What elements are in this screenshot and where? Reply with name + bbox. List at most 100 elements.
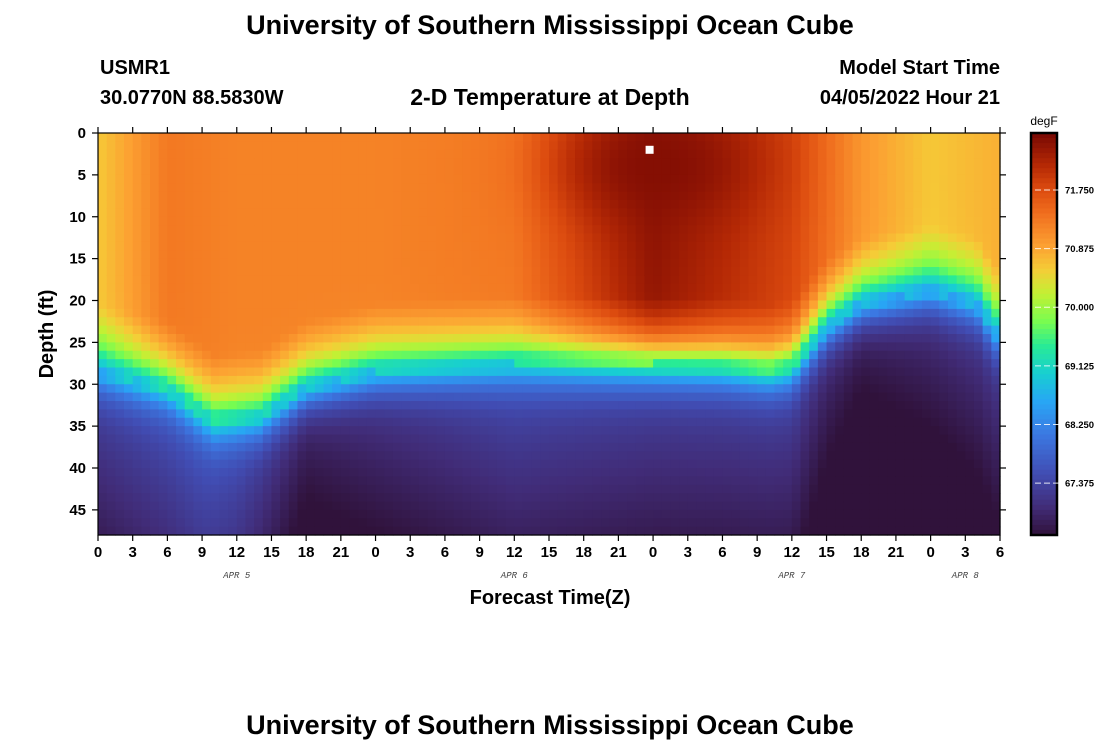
heatmap-cell — [956, 451, 966, 461]
heatmap-cell — [583, 325, 593, 335]
heatmap-cell — [427, 149, 437, 159]
heatmap-cell — [687, 325, 698, 335]
heatmap-cell — [930, 149, 940, 159]
heatmap-cell — [800, 451, 810, 461]
heatmap-cell — [323, 342, 333, 352]
heatmap-cell — [323, 493, 333, 503]
heatmap-cell — [236, 308, 247, 318]
heatmap-cell — [635, 241, 645, 251]
heatmap-cell — [861, 459, 871, 469]
heatmap-cell — [236, 149, 247, 159]
heatmap-cell — [132, 426, 142, 436]
heatmap-cell — [956, 417, 966, 427]
heatmap-cell — [765, 375, 776, 385]
heatmap-cell — [592, 158, 602, 168]
heatmap-cell — [713, 476, 724, 486]
heatmap-cell — [496, 417, 507, 427]
heatmap-cell — [878, 417, 888, 427]
heatmap-cell — [306, 258, 316, 268]
heatmap-cell — [731, 141, 741, 151]
heatmap-cell — [453, 250, 463, 260]
heatmap-cell — [366, 384, 377, 394]
heatmap-cell — [193, 417, 203, 427]
heatmap-cell — [722, 216, 732, 226]
heatmap-cell — [540, 166, 550, 176]
heatmap-cell — [653, 317, 663, 327]
heatmap-cell — [488, 392, 498, 402]
heatmap-cell — [280, 174, 290, 184]
heatmap-cell — [332, 367, 342, 377]
heatmap-cell — [488, 367, 498, 377]
heatmap-cell — [167, 166, 177, 176]
heatmap-cell — [115, 149, 125, 159]
heatmap-cell — [488, 476, 498, 486]
heatmap-cell — [141, 367, 151, 377]
heatmap-cell — [939, 392, 949, 402]
heatmap-cell — [254, 350, 264, 360]
heatmap-cell — [921, 484, 932, 494]
heatmap-cell — [184, 233, 194, 243]
heatmap-cell — [505, 267, 515, 276]
heatmap-cell — [271, 476, 281, 486]
heatmap-cell — [696, 208, 706, 218]
heatmap-cell — [627, 208, 637, 218]
heatmap-cell — [696, 325, 706, 335]
heatmap-cell — [340, 417, 351, 427]
heatmap-cell — [453, 233, 463, 243]
heatmap-cell — [193, 468, 203, 477]
heatmap-cell — [314, 417, 325, 427]
heatmap-cell — [973, 459, 984, 469]
heatmap-cell — [106, 133, 116, 142]
heatmap-cell — [653, 459, 663, 469]
heatmap-cell — [358, 158, 368, 168]
heatmap-cell — [505, 375, 515, 385]
heatmap-cell — [817, 426, 828, 436]
heatmap-cell — [644, 484, 654, 494]
heatmap-cell — [150, 250, 160, 260]
heatmap-cell — [349, 317, 359, 327]
heatmap-cell — [366, 509, 377, 519]
heatmap-cell — [98, 300, 108, 310]
heatmap-cell — [453, 526, 463, 536]
heatmap-cell — [661, 417, 672, 427]
heatmap-cell — [540, 334, 550, 343]
heatmap-cell — [722, 300, 732, 310]
heatmap-cell — [791, 375, 802, 385]
heatmap-cell — [575, 509, 585, 519]
heatmap-cell — [696, 149, 706, 159]
heatmap-cell — [731, 275, 741, 285]
heatmap-cell — [505, 133, 515, 142]
heatmap-cell — [496, 292, 507, 302]
heatmap-cell — [757, 459, 767, 469]
heatmap-cell — [826, 174, 836, 184]
heatmap-cell — [601, 518, 611, 528]
heatmap-cell — [705, 292, 715, 302]
heatmap-cell — [609, 317, 619, 327]
heatmap-cell — [930, 292, 940, 302]
heatmap-cell — [670, 434, 680, 444]
heatmap-cell — [982, 434, 992, 444]
heatmap-cell — [288, 501, 299, 511]
heatmap-cell — [488, 417, 498, 427]
heatmap-cell — [635, 183, 645, 193]
heatmap-cell — [245, 158, 255, 168]
heatmap-cell — [115, 375, 125, 385]
heatmap-cell — [852, 133, 862, 142]
heatmap-cell — [687, 216, 698, 226]
heatmap-cell — [340, 401, 351, 410]
heatmap-cell — [444, 342, 455, 352]
heatmap-cell — [627, 484, 637, 494]
heatmap-cell — [288, 275, 299, 285]
heatmap-cell — [124, 141, 134, 151]
heatmap-cell — [956, 183, 966, 193]
heatmap-cell — [887, 409, 897, 419]
heatmap-cell — [479, 241, 489, 251]
heatmap-cell — [488, 292, 498, 302]
heatmap-cell — [167, 417, 177, 427]
heatmap-cell — [583, 233, 593, 243]
heatmap-cell — [835, 308, 845, 318]
heatmap-cell — [366, 476, 377, 486]
heatmap-cell — [869, 451, 880, 461]
heatmap-cell — [470, 133, 481, 142]
heatmap-cell — [271, 166, 281, 176]
